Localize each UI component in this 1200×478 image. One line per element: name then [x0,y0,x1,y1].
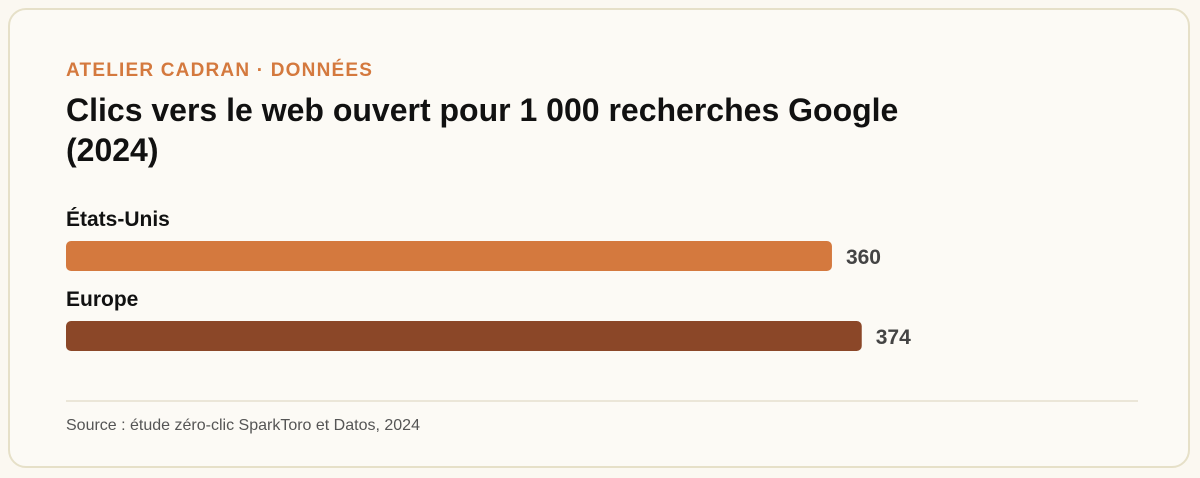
bar-chart: États-Unis 360 Europe 374 [66,208,911,351]
source-note: Source : étude zéro-clic SparkToro et Da… [66,417,420,434]
category-label: États-Unis [66,208,170,231]
bar [66,241,832,271]
value-label: 360 [846,246,881,269]
eyebrow-label: ATELIER CADRAN · DONNÉES [66,60,374,81]
bar [66,321,862,351]
category-label: Europe [66,288,138,311]
chart-title: Clics vers le web ouvert pour 1 000 rech… [66,92,899,168]
footer-divider [66,400,1138,402]
value-label: 374 [876,326,911,349]
chart-card: ATELIER CADRAN · DONNÉES Clics vers le w… [8,8,1190,468]
